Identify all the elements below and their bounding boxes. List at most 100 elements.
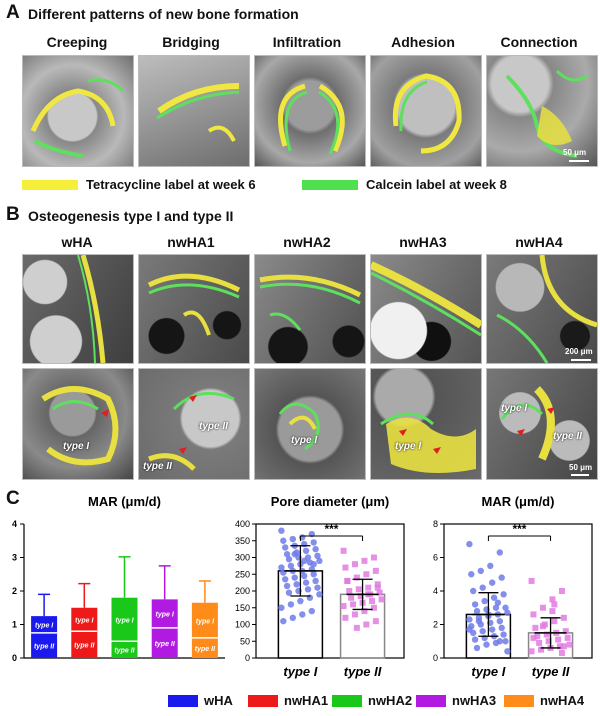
data-point-type-ii: [555, 636, 562, 643]
panel-b-title: Osteogenesis type I and type II: [28, 208, 234, 224]
micrograph-wha-high: type I: [22, 368, 134, 480]
data-point-type-ii: [372, 567, 379, 574]
type-i-label: type I: [501, 403, 528, 414]
y-tick-label: 8: [433, 519, 438, 529]
bone-label-overlay: [278, 402, 320, 451]
y-tick-label: 0: [12, 653, 17, 663]
data-point-type-ii: [350, 601, 357, 608]
data-point-type-i: [302, 547, 310, 554]
data-point-type-i: [285, 555, 293, 563]
panel-a-col-label: Connection: [500, 34, 578, 50]
data-point-type-i: [494, 599, 502, 606]
y-tick-label: 1: [12, 620, 17, 630]
significance-label: ***: [324, 522, 338, 536]
panel-b-col-label: nwHA1: [167, 234, 215, 250]
bar-segment-type-ii: [191, 637, 218, 658]
data-point-type-ii: [344, 577, 351, 584]
micrograph-nwha2-low: [254, 254, 366, 364]
data-point-type-i: [316, 591, 323, 598]
data-point-type-ii: [538, 646, 545, 653]
data-point-type-i: [466, 540, 473, 548]
y-tick-label: 250: [235, 569, 250, 579]
bar-label-type-ii: type II: [195, 646, 216, 653]
legend-swatch-nwha2: [332, 695, 362, 707]
data-point-type-i: [479, 628, 486, 635]
y-tick-label: 6: [433, 553, 438, 563]
data-point-type-i: [468, 571, 475, 578]
scalebar-label: 50 μm: [563, 148, 587, 157]
bone-label-overlay: [392, 73, 462, 154]
data-point-type-i: [278, 527, 285, 534]
micrograph-wha-low: [22, 254, 134, 364]
data-point-type-ii: [532, 624, 539, 631]
data-point-type-i: [489, 579, 496, 586]
data-point-type-i: [502, 604, 509, 611]
data-point-type-i: [473, 644, 481, 652]
y-tick-label: 300: [235, 553, 250, 563]
micrograph-nwha2-high: type I: [254, 368, 366, 480]
mar-bar-chart: MAR (μm/d) 0 1 2 3 4 type I type II type I type I…: [12, 494, 225, 663]
bar-label-type-i: type I: [115, 617, 134, 624]
data-point-type-i: [487, 562, 494, 570]
legend-label-nwha4: nwHA4: [540, 693, 585, 708]
data-point-type-ii: [363, 621, 370, 628]
data-point-type-ii: [340, 547, 347, 554]
legend-label-nwha2: nwHA2: [368, 693, 413, 708]
data-point-type-i: [479, 584, 486, 591]
y-tick-label: 2: [12, 586, 17, 596]
panel-b-col-label: nwHA2: [283, 234, 331, 250]
bone-label-overlay: [77, 255, 106, 363]
data-point-type-i: [283, 582, 291, 590]
bar-segment-type-ii: [151, 627, 178, 658]
data-point-type-i: [500, 591, 507, 598]
micrograph-nwha1-low: [138, 254, 250, 364]
data-point-type-i: [477, 567, 484, 575]
data-point-type-i: [504, 609, 511, 616]
data-point-type-ii: [363, 571, 370, 578]
significance-label: ***: [512, 522, 526, 536]
scalebar: [571, 474, 589, 476]
bar-label-type-i: type I: [75, 617, 94, 624]
data-point-type-i: [304, 586, 312, 593]
panel-b-col-label: nwHA4: [515, 234, 563, 250]
y-tick-label: 200: [235, 586, 250, 596]
data-point-type-ii: [353, 624, 360, 631]
bone-label-overlay: [259, 274, 362, 331]
data-point-type-ii: [342, 564, 349, 571]
data-point-type-i: [490, 594, 498, 601]
data-point-type-i: [489, 626, 496, 633]
data-point-type-ii: [342, 614, 349, 621]
data-point-type-i: [301, 572, 308, 580]
data-point-type-i: [492, 604, 500, 611]
micrograph-nwha4-low: 200 μm: [486, 254, 598, 364]
bone-label-overlay: [496, 255, 597, 363]
y-tick-label: 150: [235, 603, 250, 613]
data-point-type-i: [289, 535, 296, 543]
data-point-type-i: [297, 597, 304, 605]
data-point-type-ii: [549, 596, 556, 603]
y-tick-label: 4: [12, 519, 17, 529]
data-point-type-ii: [378, 596, 385, 603]
legend-swatch-calcein: [302, 180, 358, 190]
panel-c-letter: C: [6, 488, 20, 509]
data-point-type-i: [287, 601, 295, 608]
data-point-type-ii: [376, 589, 383, 596]
data-point-type-ii: [374, 581, 381, 588]
bar-segment-type-ii: [31, 632, 58, 658]
data-point-type-i: [470, 587, 477, 595]
panel-a-col-label: Infiltration: [272, 34, 342, 50]
data-point-type-ii: [543, 631, 550, 638]
data-point-type-i: [310, 561, 317, 568]
data-point-type-i: [466, 616, 473, 623]
panel-b-letter: B: [6, 204, 20, 225]
y-tick-label: 50: [240, 636, 250, 646]
type-ii-label: type II: [143, 461, 172, 472]
x-tick-label: type I: [283, 664, 317, 679]
data-point-type-ii: [551, 618, 558, 625]
legend-label-nwha3: nwHA3: [452, 693, 497, 708]
x-tick-label: type I: [471, 664, 505, 679]
panel-a-col-label: Creeping: [46, 34, 108, 50]
data-point-type-i: [466, 626, 473, 633]
bone-label-overlay: [148, 391, 235, 471]
data-point-type-ii: [369, 598, 376, 605]
